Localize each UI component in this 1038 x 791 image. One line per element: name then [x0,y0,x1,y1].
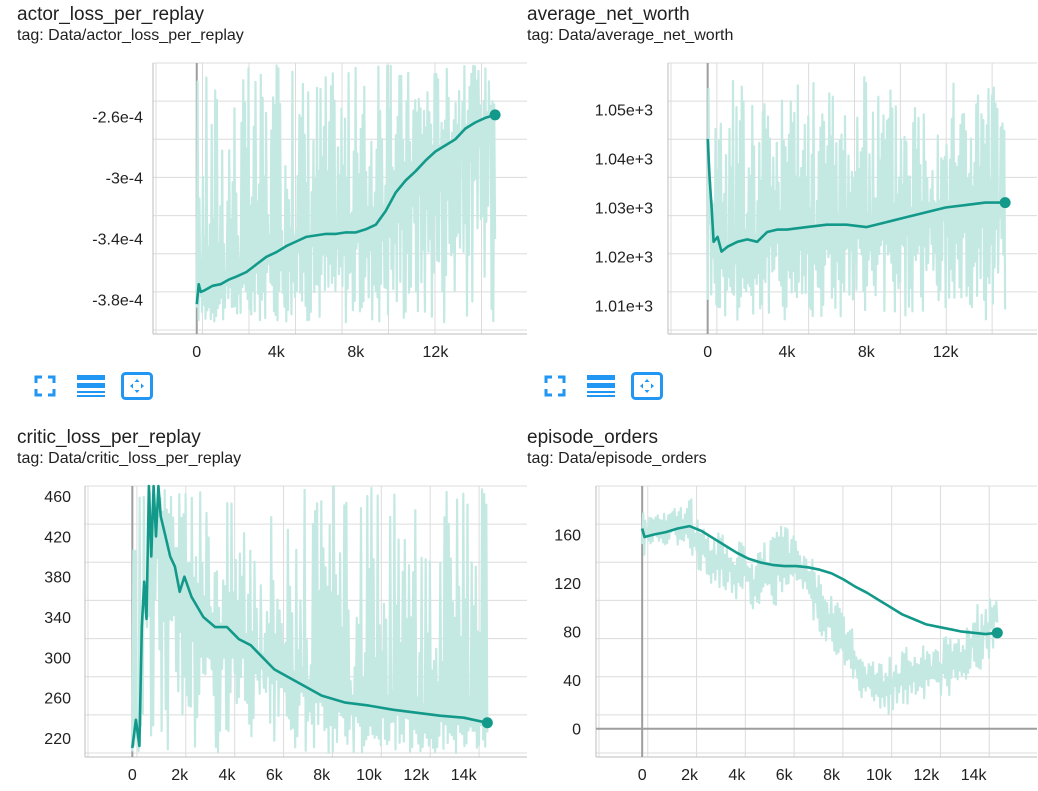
y-tick-label: 120 [554,576,581,593]
x-tick-label: 14k [961,767,988,784]
last-point-marker[interactable] [481,717,493,729]
data-table-button[interactable] [75,372,107,400]
x-tick-label: 8k [313,767,331,784]
chart-title: critic_loss_per_replay [17,427,201,448]
line-chart-critic-loss[interactable]: 0 2k 4k 6k 8k 10k 12k 14k 220 260 300 340 380 420 460 [17,427,527,791]
fullscreen-icon [544,375,566,397]
smoothed-series-line [706,138,1006,253]
last-point-marker[interactable] [991,627,1003,639]
x-tick-label: 10k [356,767,383,784]
x-tick-label: 0 [128,767,137,784]
y-tick-label: 1.02e+3 [595,250,653,267]
fit-domain-button[interactable] [631,372,663,400]
y-tick-label: 420 [44,529,71,546]
chart-card-average-net-worth: average_net_worth tag: Data/average_net_… [527,4,1037,400]
y-tick-label: 220 [44,731,71,748]
y-tick-label: -3.4e-4 [92,231,143,248]
x-tick-label: 2k [171,767,189,784]
fit-domain-icon [631,372,663,400]
x-tick-label: 10k [866,767,893,784]
chart-toolbar [539,372,663,400]
chart-toolbar [29,372,153,400]
x-tick-label: 0 [703,344,712,361]
y-tick-label: 80 [563,625,581,642]
x-tick-label: 2k [681,767,699,784]
chart-card-episode-orders: episode_orders tag: Data/episode_orders … [527,427,1037,784]
y-tick-label: 300 [44,650,71,667]
chart-title: actor_loss_per_replay [17,4,204,25]
x-tick-label: 4k [268,344,286,361]
x-tick-label: 12k [913,767,940,784]
smoothed-series-line [640,524,998,636]
x-tick-label: 8k [858,344,876,361]
last-point-marker[interactable] [999,197,1011,209]
smoothed-series-line [195,113,496,305]
y-tick-label: 340 [44,610,71,627]
x-tick-label: 4k [728,767,746,784]
raw-series-line [641,498,999,715]
fit-domain-button[interactable] [121,372,153,400]
data-table-icon [77,375,105,397]
x-tick-label: 6k [266,767,284,784]
y-tick-label: 1.05e+3 [595,103,653,120]
raw-series-line [131,485,489,754]
chart-title: average_net_worth [527,4,690,25]
y-tick-label: -2.6e-4 [92,109,143,126]
y-tick-label: 40 [563,673,581,690]
raw-series-line [706,76,1007,321]
line-chart-actor-loss[interactable]: 0 4k 8k 12k -2.6e-4 -3e-4 -3.4e-4 -3.8e-4 [17,4,527,374]
line-chart-episode-orders[interactable]: 0 2k 4k 6k 8k 10k 12k 14k 0 40 80 120 160 [527,427,1037,791]
grid [596,485,1037,757]
x-tick-label: 14k [451,767,478,784]
fullscreen-button[interactable] [29,372,61,400]
x-tick-label: 12k [933,344,960,361]
x-tick-label: 12k [423,344,450,361]
chart-card-critic-loss: critic_loss_per_replay tag: Data/critic_… [17,427,527,784]
x-tick-label: 0 [638,767,647,784]
y-tick-label: 0 [572,722,581,739]
chart-tag: tag: Data/episode_orders [527,450,707,467]
y-tick-label: 1.04e+3 [595,152,653,169]
smoothed-series-line [131,484,488,749]
y-tick-label: 460 [44,489,71,506]
x-tick-label: 12k [403,767,430,784]
x-tick-label: 4k [779,344,797,361]
chart-tag: tag: Data/average_net_worth [527,27,734,44]
line-chart-average-net-worth[interactable]: 0 4k 8k 12k 1.01e+3 1.02e+3 1.03e+3 1.04e+3 1.05… [527,4,1037,374]
y-tick-label: -3e-4 [106,170,143,187]
fullscreen-icon [34,375,56,397]
fit-domain-icon [121,372,153,400]
last-point-marker[interactable] [489,109,501,121]
chart-title: episode_orders [527,427,658,448]
chart-tag: tag: Data/critic_loss_per_replay [17,450,242,467]
raw-series-line [195,64,497,324]
y-tick-label: 160 [554,528,581,545]
x-tick-label: 6k [776,767,794,784]
y-tick-label: 1.03e+3 [595,201,653,218]
data-table-icon [587,375,615,397]
y-tick-label: 1.01e+3 [595,299,653,316]
fullscreen-button[interactable] [539,372,571,400]
chart-card-actor-loss: actor_loss_per_replay tag: Data/actor_lo… [17,4,527,400]
x-tick-label: 8k [823,767,841,784]
y-tick-label: 260 [44,691,71,708]
chart-tag: tag: Data/actor_loss_per_replay [17,27,244,44]
x-tick-label: 4k [219,767,237,784]
x-tick-label: 8k [347,344,365,361]
y-tick-label: -3.8e-4 [92,292,143,309]
x-tick-label: 0 [192,344,201,361]
y-tick-label: 380 [44,570,71,587]
data-table-button[interactable] [585,372,617,400]
